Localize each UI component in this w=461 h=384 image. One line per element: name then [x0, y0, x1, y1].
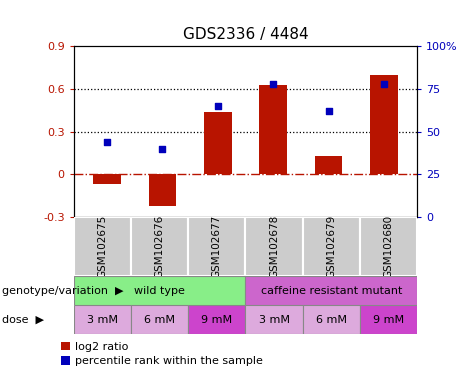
Bar — [303, 305, 360, 334]
Bar — [74, 217, 131, 276]
Bar — [315, 156, 343, 174]
Bar — [360, 305, 417, 334]
Text: GSM102677: GSM102677 — [212, 215, 222, 278]
Legend: log2 ratio, percentile rank within the sample: log2 ratio, percentile rank within the s… — [61, 341, 263, 366]
Point — [380, 81, 388, 87]
Text: GSM102676: GSM102676 — [154, 215, 165, 278]
Bar — [188, 217, 245, 276]
Text: 6 mM: 6 mM — [316, 314, 347, 325]
Bar — [131, 217, 188, 276]
Text: GSM102679: GSM102679 — [326, 215, 337, 278]
Text: GSM102675: GSM102675 — [97, 215, 107, 278]
Bar — [245, 305, 303, 334]
Text: GSM102678: GSM102678 — [269, 215, 279, 278]
Title: GDS2336 / 4484: GDS2336 / 4484 — [183, 27, 308, 42]
Bar — [245, 217, 303, 276]
Point — [214, 103, 221, 109]
Text: 9 mM: 9 mM — [373, 314, 404, 325]
Bar — [370, 74, 398, 174]
Bar — [131, 305, 188, 334]
Text: caffeine resistant mutant: caffeine resistant mutant — [260, 286, 402, 296]
Bar — [245, 276, 417, 305]
Text: GSM102680: GSM102680 — [384, 215, 394, 278]
Text: 9 mM: 9 mM — [201, 314, 232, 325]
Point — [325, 108, 332, 114]
Point — [270, 81, 277, 87]
Point — [159, 146, 166, 152]
Bar — [74, 305, 131, 334]
Bar — [303, 217, 360, 276]
Bar — [204, 112, 231, 174]
Bar — [93, 174, 121, 184]
Bar — [74, 276, 245, 305]
Bar — [360, 217, 417, 276]
Point — [103, 139, 111, 145]
Text: dose  ▶: dose ▶ — [2, 314, 44, 325]
Bar — [188, 305, 245, 334]
Bar — [148, 174, 176, 205]
Bar — [260, 84, 287, 174]
Text: 3 mM: 3 mM — [259, 314, 290, 325]
Text: genotype/variation  ▶: genotype/variation ▶ — [2, 286, 124, 296]
Text: wild type: wild type — [134, 286, 185, 296]
Text: 6 mM: 6 mM — [144, 314, 175, 325]
Text: 3 mM: 3 mM — [87, 314, 118, 325]
